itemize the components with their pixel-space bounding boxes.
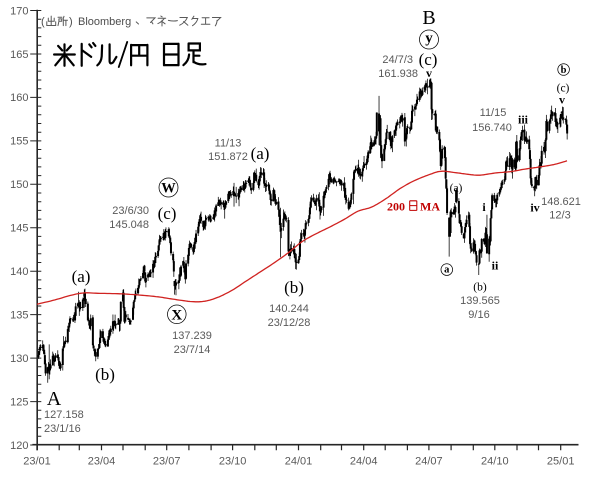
svg-text:(a): (a)	[72, 267, 91, 286]
svg-text:23/01: 23/01	[23, 456, 51, 468]
svg-text:161.938: 161.938	[378, 68, 418, 80]
svg-text:b: b	[561, 65, 567, 76]
svg-text:145: 145	[10, 223, 28, 235]
svg-text:130: 130	[10, 353, 28, 365]
svg-text:(c): (c)	[557, 83, 570, 95]
svg-text:11/13: 11/13	[215, 138, 242, 150]
svg-text:23/10: 23/10	[219, 456, 247, 468]
svg-text:iv: iv	[530, 201, 539, 215]
svg-text:200: 200	[387, 200, 405, 214]
svg-text:23/1/16: 23/1/16	[44, 423, 81, 435]
svg-text:156.740: 156.740	[472, 122, 512, 134]
svg-text:MA: MA	[420, 200, 440, 214]
svg-text:12/3: 12/3	[549, 210, 570, 222]
svg-text:160: 160	[10, 92, 28, 104]
svg-text:(c): (c)	[419, 50, 438, 69]
svg-text:y: y	[425, 30, 433, 46]
svg-text:150: 150	[10, 179, 28, 191]
svg-text:23/6/30: 23/6/30	[112, 205, 149, 217]
svg-text:(b): (b)	[473, 282, 487, 294]
svg-text:125: 125	[10, 396, 28, 408]
svg-text:135: 135	[10, 309, 28, 321]
svg-text:v: v	[426, 66, 432, 80]
svg-text:155: 155	[10, 136, 28, 148]
svg-text:Bloomberg: Bloomberg	[78, 16, 131, 28]
svg-text:127.158: 127.158	[44, 409, 84, 421]
svg-text:137.239: 137.239	[172, 330, 212, 342]
svg-text:24/10: 24/10	[481, 456, 509, 468]
svg-text:148.621: 148.621	[541, 196, 581, 208]
svg-text:170: 170	[10, 5, 28, 17]
svg-text:(a): (a)	[251, 144, 270, 163]
svg-text:A: A	[47, 388, 62, 410]
svg-text:165: 165	[10, 49, 28, 61]
svg-text:9/16: 9/16	[468, 309, 489, 321]
svg-text:B: B	[422, 7, 435, 29]
svg-text:X: X	[171, 308, 182, 324]
svg-text:(: (	[41, 16, 45, 28]
svg-text:24/07: 24/07	[415, 456, 443, 468]
svg-text:151.872: 151.872	[208, 151, 248, 163]
svg-text:140: 140	[10, 266, 28, 278]
svg-text:23/04: 23/04	[88, 456, 116, 468]
svg-text:a: a	[444, 265, 450, 276]
svg-text:i: i	[482, 200, 486, 214]
svg-text:24/7/3: 24/7/3	[382, 54, 413, 66]
svg-text:25/01: 25/01	[547, 456, 575, 468]
svg-text:139.565: 139.565	[460, 295, 500, 307]
svg-text:23/7/14: 23/7/14	[174, 344, 211, 356]
svg-text:(c): (c)	[158, 204, 177, 223]
svg-text:140.244: 140.244	[269, 303, 309, 315]
svg-text:24/04: 24/04	[350, 456, 378, 468]
svg-text:): )	[69, 16, 73, 28]
svg-text:(b): (b)	[284, 278, 304, 297]
svg-text:(a): (a)	[450, 183, 463, 195]
svg-text:W: W	[161, 181, 176, 197]
svg-text:(b): (b)	[95, 365, 115, 384]
svg-text:145.048: 145.048	[109, 219, 149, 231]
svg-text:v: v	[559, 93, 565, 107]
svg-text:11/15: 11/15	[480, 107, 507, 119]
svg-text:iii: iii	[518, 113, 529, 127]
svg-text:23/07: 23/07	[153, 456, 181, 468]
svg-text:ii: ii	[492, 259, 499, 273]
svg-text:23/12/28: 23/12/28	[268, 317, 311, 329]
svg-text:120: 120	[10, 440, 28, 452]
svg-text:24/01: 24/01	[285, 456, 313, 468]
